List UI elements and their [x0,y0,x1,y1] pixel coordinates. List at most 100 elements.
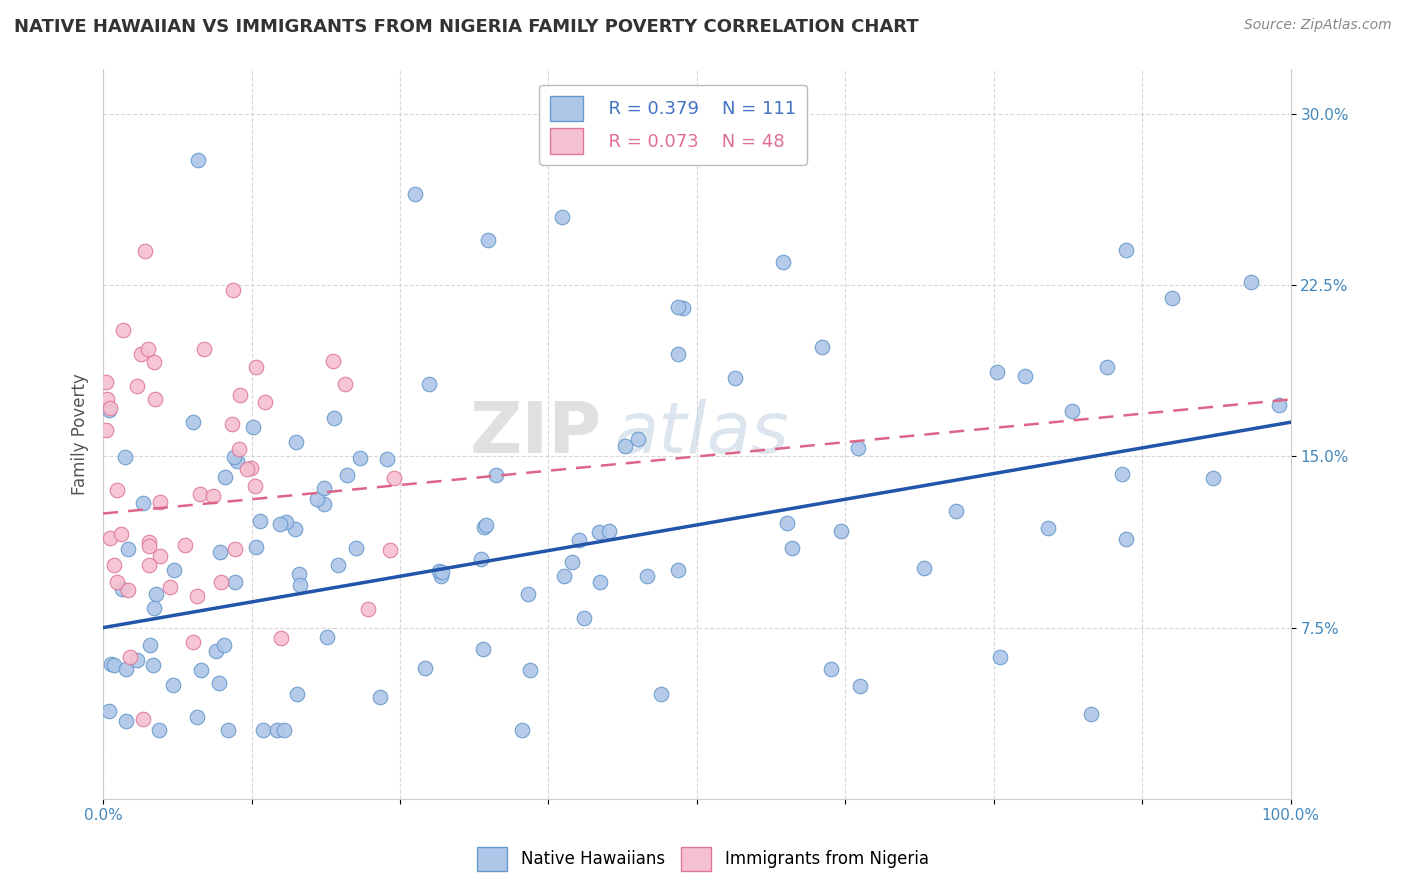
Point [472,520,495,534]
Point [96,375,118,389]
Point [181,635,204,649]
Point [190,663,212,677]
Point [349,451,371,466]
Point [111,323,134,337]
Legend:   R = 0.379    N = 111,   R = 0.073    N = 48: R = 0.379 N = 111, R = 0.073 N = 48 [540,85,807,165]
Point [780,541,803,555]
Point [186,589,208,603]
Point [98,704,121,718]
Point [212,638,235,652]
Point [273,723,295,738]
Point [485,468,508,483]
Point [945,504,967,518]
Point [181,415,204,429]
Point [472,642,495,657]
Point [413,661,436,675]
Point [1062,404,1084,418]
Point [322,353,344,368]
Point [149,494,172,508]
Point [1240,275,1263,289]
Point [252,723,274,738]
Point [127,653,149,667]
Point [598,524,620,538]
Point [114,714,136,728]
Point [105,575,128,590]
Point [335,468,357,483]
Point [236,462,259,476]
Point [148,549,170,563]
Point [561,555,583,569]
Point [174,538,197,552]
Point [208,676,231,690]
Point [114,450,136,464]
Point [131,712,153,726]
Point [986,365,1008,379]
Point [1202,471,1225,485]
Point [305,492,328,507]
Point [613,439,636,453]
Point [105,483,128,497]
Point [1115,243,1137,257]
Point [776,516,799,530]
Point [270,631,292,645]
Point [245,478,267,492]
Point [188,487,211,501]
Point [1160,291,1182,305]
Point [269,517,291,532]
Point [110,527,132,541]
Text: Source: ZipAtlas.com: Source: ZipAtlas.com [1244,18,1392,32]
Point [117,541,139,556]
Text: atlas: atlas [614,399,789,468]
Point [224,575,246,590]
Point [134,244,156,258]
Point [138,558,160,573]
Point [162,678,184,692]
Point [186,710,208,724]
Point [229,387,252,401]
Point [368,690,391,704]
Point [224,542,246,557]
Point [553,569,575,583]
Point [159,580,181,594]
Point [666,300,689,314]
Point [142,658,165,673]
Point [266,723,288,738]
Point [145,392,167,407]
Point [209,545,232,559]
Point [1036,521,1059,535]
Point [138,540,160,554]
Point [228,442,250,457]
Point [517,586,540,600]
Point [636,568,658,582]
Point [356,602,378,616]
Point [1267,398,1289,412]
Point [138,535,160,549]
Point [209,575,232,590]
Point [217,723,239,738]
Point [117,583,139,598]
Point [96,392,118,407]
Point [830,524,852,538]
Point [650,687,672,701]
Point [430,569,453,583]
Point [145,587,167,601]
Point [477,233,499,247]
Point [242,419,264,434]
Point [103,657,125,672]
Point [288,578,311,592]
Point [427,564,450,578]
Point [510,723,533,738]
Point [666,347,689,361]
Point [1111,467,1133,482]
Point [323,411,346,425]
Point [285,435,308,450]
Point [100,657,122,671]
Text: ZIP: ZIP [470,399,602,468]
Point [249,514,271,528]
Point [115,662,138,676]
Point [129,347,152,361]
Point [96,424,118,438]
Point [285,687,308,701]
Point [772,255,794,269]
Point [222,283,245,297]
